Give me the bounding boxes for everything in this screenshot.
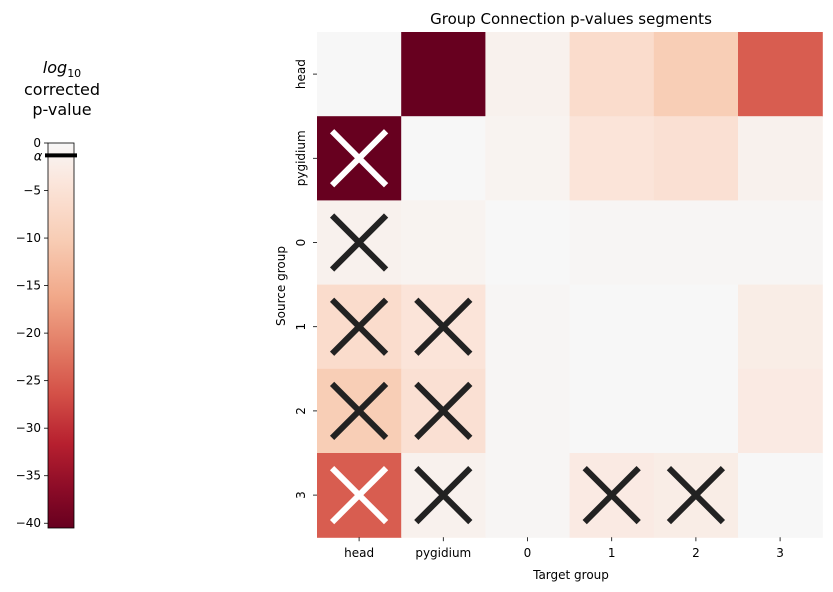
colorbar-tick-label: −10	[16, 231, 41, 245]
colorbar-title-log: log10	[43, 58, 81, 80]
x-tick-label: pygidium	[415, 546, 471, 560]
heatmap-cell	[569, 116, 655, 201]
y-tick-label: 1	[294, 323, 308, 331]
colorbar-title-sub: 10	[67, 67, 81, 80]
heatmap-cell	[485, 32, 571, 117]
heatmap-cell	[569, 32, 655, 117]
cross-markers	[329, 129, 726, 525]
heatmap-cell	[738, 200, 823, 286]
colorbar-tick-label: −20	[16, 326, 41, 340]
heatmap-cell	[653, 116, 739, 201]
y-axis-label: Source group	[274, 246, 288, 326]
heatmap-cell	[569, 284, 655, 370]
cross-marker	[329, 129, 389, 188]
colorbar-tick-label: 0	[33, 136, 41, 150]
colorbar-title-corrected: corrected	[24, 80, 100, 99]
colorbar-ticks: 0 −5 −10 −15 −20 −25 −30 −35 −40	[16, 136, 48, 530]
heatmap-cell	[401, 200, 486, 286]
heatmap-cell	[738, 32, 823, 117]
heatmap-cell	[569, 200, 655, 286]
x-axis-ticks: head pygidium 0 1 2 3	[344, 537, 784, 560]
x-tick-label: 0	[524, 546, 532, 560]
heatmap-cell	[485, 200, 571, 286]
cross-marker	[329, 381, 389, 441]
heatmap-cell	[738, 284, 823, 370]
x-tick-label: 1	[608, 546, 616, 560]
colorbar-tick-label: −35	[16, 469, 41, 483]
cross-marker	[329, 465, 389, 525]
heatmap-cell	[401, 32, 486, 117]
colorbar	[47, 142, 75, 529]
chart-title: Group Connection p-values segments	[430, 10, 712, 28]
heatmap-cell	[738, 368, 823, 454]
heatmap-cell	[738, 453, 823, 538]
heatmap-cell	[738, 116, 823, 201]
heatmap-cell	[401, 116, 486, 201]
x-tick-label: 2	[692, 546, 700, 560]
heatmap-cell	[653, 368, 739, 454]
cross-marker	[414, 297, 473, 356]
x-tick-label: 3	[776, 546, 784, 560]
y-tick-label: pygidium	[294, 130, 308, 186]
colorbar-tick-label: −40	[16, 516, 41, 530]
heatmap-cell	[653, 284, 739, 370]
y-tick-label: 3	[294, 491, 308, 499]
cross-marker	[329, 213, 389, 272]
colorbar-tick-label: −15	[16, 279, 41, 293]
heatmap-cells	[317, 32, 823, 538]
colorbar-tick-label: −5	[23, 184, 41, 198]
heatmap-cell	[485, 368, 571, 454]
heatmap-cell	[485, 453, 571, 538]
cross-marker	[414, 465, 473, 525]
y-tick-label: head	[294, 59, 308, 89]
heatmap-cell	[485, 116, 571, 201]
colorbar-alpha-label: α	[34, 149, 43, 164]
heatmap-cell	[653, 32, 739, 117]
x-tick-label: head	[344, 546, 374, 560]
colorbar-tick-label: −25	[16, 374, 41, 388]
y-tick-label: 2	[294, 407, 308, 415]
y-axis-ticks: head pygidium 0 1 2 3	[294, 59, 317, 499]
colorbar-title-pvalue: p-value	[32, 100, 91, 119]
heatmap-cell	[653, 200, 739, 286]
x-axis-label: Target group	[532, 568, 609, 582]
cross-marker	[414, 381, 473, 441]
heatmap-cell	[485, 284, 571, 370]
cross-marker	[666, 465, 726, 525]
cross-marker	[582, 465, 641, 525]
colorbar-title-log-word: log	[43, 58, 67, 77]
heatmap-cell	[569, 368, 655, 454]
heatmap-cell	[317, 32, 402, 117]
cross-marker	[329, 297, 389, 356]
colorbar-tick-label: −30	[16, 421, 41, 435]
y-tick-label: 0	[294, 239, 308, 247]
